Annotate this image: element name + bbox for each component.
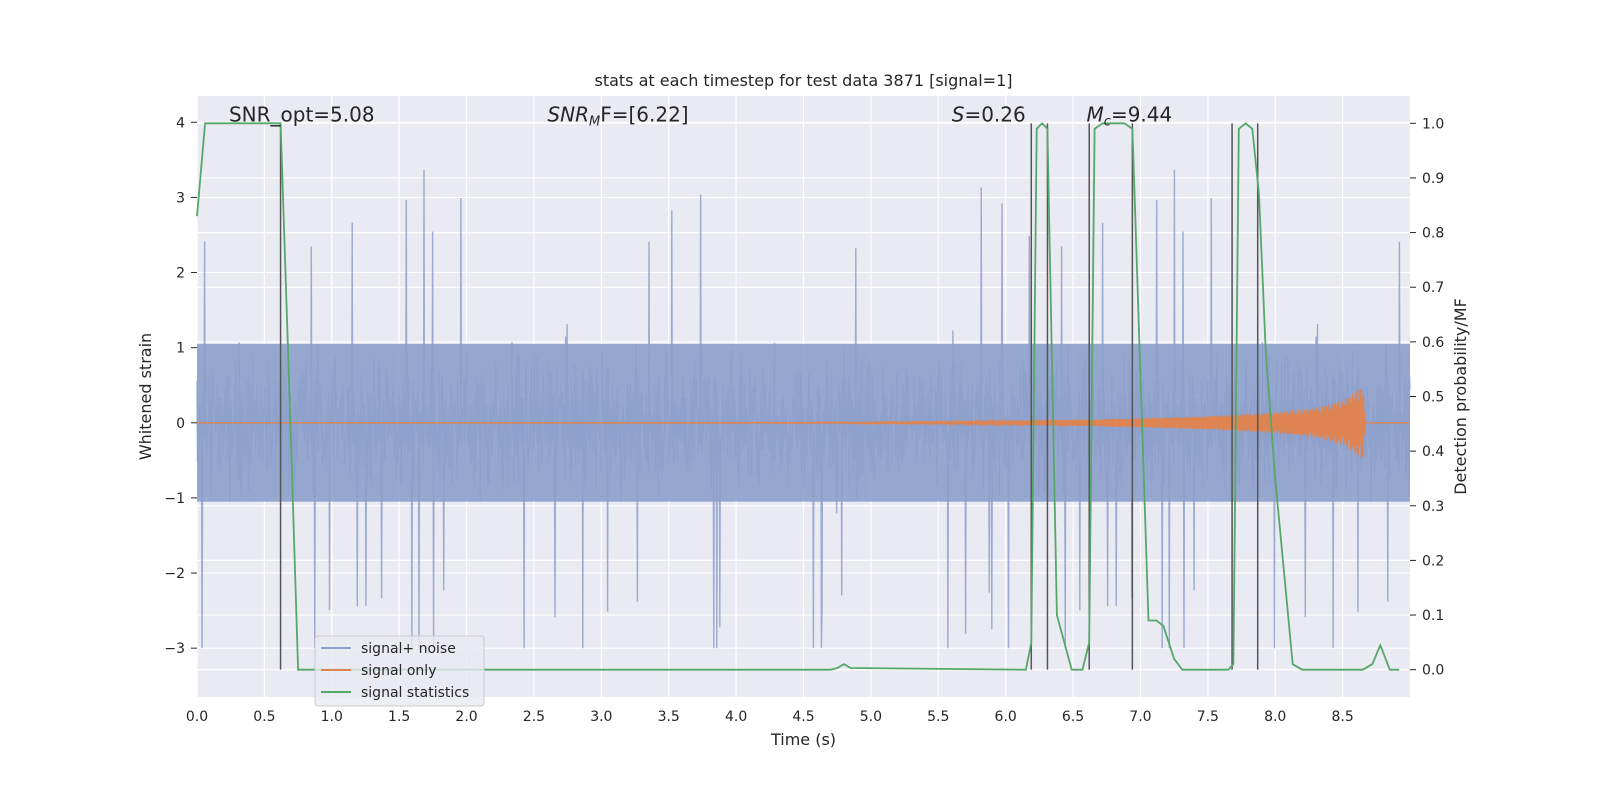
annotation-1: SNRMF=[6.22] bbox=[547, 103, 688, 130]
x-tick-label-0: 0.0 bbox=[186, 709, 208, 725]
y-left-tick-label-0: −3 bbox=[164, 641, 185, 657]
y-left-tick-label-2: −1 bbox=[164, 491, 185, 507]
y-axis-right-label: Detection probability/MF bbox=[1451, 298, 1470, 495]
signal-statistics-line bbox=[196, 122, 1400, 671]
x-tick-label-2: 1.0 bbox=[321, 709, 343, 725]
x-tick-label-3: 1.5 bbox=[388, 709, 410, 725]
x-tick-label-16: 8.0 bbox=[1264, 709, 1286, 725]
ticks: 0.0 0.5 1.0 1.5 2.0 2.5 3.0 3.5 4.0 4.5 5.0 5.5 6.0 6… bbox=[164, 115, 1444, 725]
y-right-tick-label-6: 0.6 bbox=[1422, 335, 1444, 351]
x-tick-label-17: 8.5 bbox=[1331, 709, 1353, 725]
x-tick-label-5: 2.5 bbox=[523, 709, 545, 725]
y-left-tick-label-7: 4 bbox=[176, 115, 185, 131]
y-right-tick-label-8: 0.8 bbox=[1422, 226, 1444, 242]
legend-box bbox=[314, 635, 485, 707]
series-signal-statistics bbox=[196, 122, 1400, 671]
y-left-tick-label-1: −2 bbox=[164, 566, 185, 582]
y-right-tick-label-1: 0.1 bbox=[1422, 608, 1444, 624]
chart-title: stats at each timestep for test data 387… bbox=[594, 71, 1012, 90]
x-tick-label-4: 2.0 bbox=[455, 709, 477, 725]
x-tick-label-6: 3.0 bbox=[590, 709, 612, 725]
x-tick-label-7: 3.5 bbox=[658, 709, 680, 725]
annotation-2: S=0.26 bbox=[952, 103, 1026, 127]
y-right-tick-label-0: 0.0 bbox=[1422, 663, 1444, 679]
annotations: SNR_opt=5.08 SNRMF=[6.22] S=0.26 Mc=9.44 bbox=[229, 103, 1172, 130]
signal-only-trace bbox=[197, 389, 1410, 459]
x-tick-label-12: 6.0 bbox=[995, 709, 1017, 725]
x-tick-label-1: 0.5 bbox=[253, 709, 275, 725]
y-right-tick-label-5: 0.5 bbox=[1422, 390, 1444, 406]
series-signal-only bbox=[197, 389, 1410, 459]
y-left-tick-label-6: 3 bbox=[176, 190, 185, 206]
y-left-tick-label-3: 0 bbox=[176, 416, 185, 432]
x-tick-label-8: 4.0 bbox=[725, 709, 747, 725]
x-tick-label-13: 6.5 bbox=[1062, 709, 1084, 725]
y-right-tick-label-4: 0.4 bbox=[1422, 444, 1444, 460]
y-left-tick-label-4: 1 bbox=[176, 341, 185, 357]
y-right-tick-label-9: 0.9 bbox=[1422, 171, 1444, 187]
legend-label-signal-only: signal only bbox=[361, 663, 436, 679]
y-axis-left-label: Whitened strain bbox=[136, 333, 155, 460]
x-axis-label: Time (s) bbox=[770, 730, 836, 749]
y-right-tick-label-7: 0.7 bbox=[1422, 280, 1444, 296]
x-tick-label-9: 4.5 bbox=[792, 709, 814, 725]
legend-label-signal-noise: signal+ noise bbox=[361, 641, 456, 657]
annotation-3: Mc=9.44 bbox=[1087, 103, 1173, 130]
x-tick-label-14: 7.0 bbox=[1129, 709, 1151, 725]
legend-label-signal-statistics: signal statistics bbox=[361, 685, 469, 701]
y-left-tick-label-5: 2 bbox=[176, 266, 185, 282]
legend: signal+ noise signal only signal statist… bbox=[314, 635, 485, 707]
y-right-tick-label-3: 0.3 bbox=[1422, 499, 1444, 515]
y-right-tick-label-2: 0.2 bbox=[1422, 553, 1444, 569]
x-tick-label-15: 7.5 bbox=[1197, 709, 1219, 725]
x-tick-label-10: 5.0 bbox=[860, 709, 882, 725]
annotation-0: SNR_opt=5.08 bbox=[229, 103, 375, 127]
y-right-tick-label-10: 1.0 bbox=[1422, 116, 1444, 132]
x-tick-label-11: 5.5 bbox=[927, 709, 949, 725]
